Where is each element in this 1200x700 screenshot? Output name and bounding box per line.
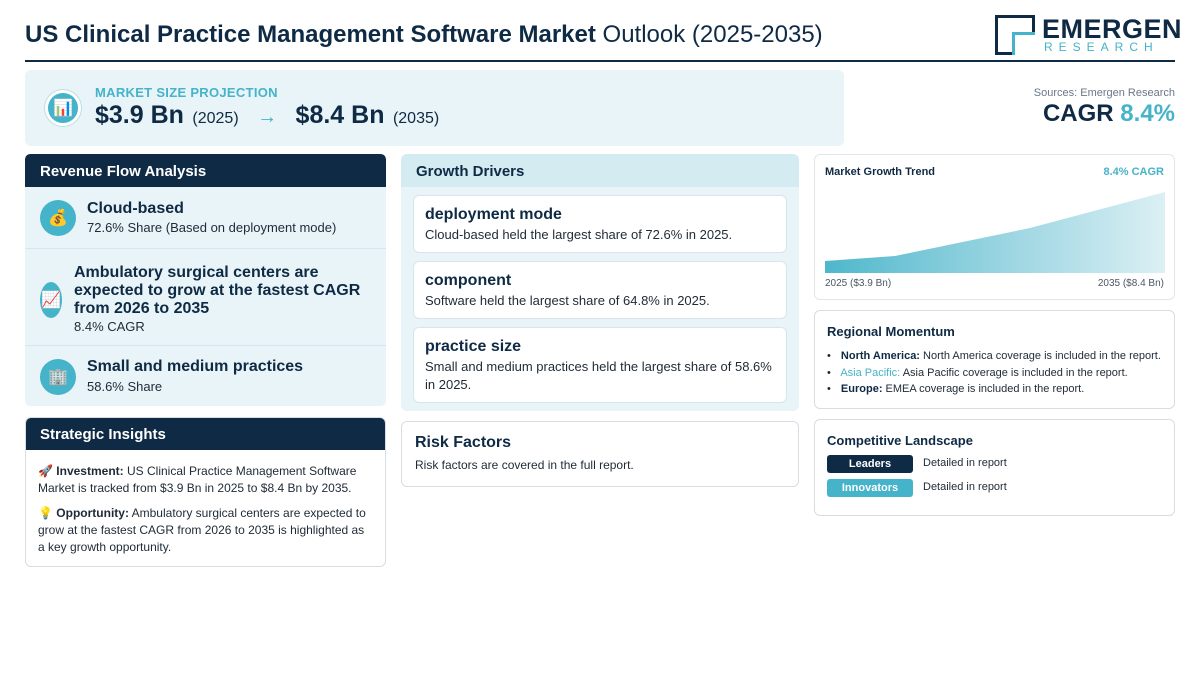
trend-end-label: 2035 ($8.4 Bn) — [1097, 278, 1164, 289]
innovators-badge: Innovators — [827, 479, 913, 497]
lightbulb-icon: 💡 — [38, 506, 53, 520]
region-text: Asia Pacific coverage is included in the… — [902, 366, 1128, 379]
list-item: North America: North America coverage is… — [827, 348, 1161, 365]
revenue-item-sub: 72.6% Share (Based on deployment mode) — [87, 220, 337, 235]
revenue-item-sub: 58.6% Share — [87, 379, 163, 394]
revenue-flow-title: Revenue Flow Analysis — [25, 154, 386, 187]
logo-subtitle: RESEARCH — [1044, 40, 1159, 54]
trend-start-label: 2025 ($3.9 Bn) — [825, 278, 892, 289]
competitive-row-text: Detailed in report — [923, 481, 1007, 493]
cagr-label: CAGR — [1042, 100, 1114, 127]
page-title-bold: US Clinical Practice Management Software… — [25, 21, 596, 48]
rocket-icon: 🚀 — [38, 464, 53, 478]
growth-drivers-panel: Growth Drivers deployment mode Cloud-bas… — [401, 154, 799, 411]
trend-cagr-label: 8.4% CAGR — [1103, 166, 1164, 178]
projection-start-year: (2025) — [192, 110, 239, 127]
page-title-rest: Outlook (2025-2035) — [602, 21, 823, 48]
cagr-percent: 8.4% — [1120, 100, 1175, 127]
projection-values: $3.9 Bn (2025) → $8.4 Bn (2035) — [95, 101, 439, 130]
bar-chart-icon: 📊 — [45, 90, 81, 126]
leaders-badge: Leaders — [827, 455, 913, 473]
trending-up-icon: 📈 — [40, 282, 62, 318]
competitive-row-text: Detailed in report — [923, 457, 1007, 469]
cagr-value: CAGR 8.4% — [1034, 100, 1175, 128]
region-text: EMEA coverage is included in the report. — [885, 383, 1085, 395]
region-name: Asia Pacific: — [840, 366, 901, 379]
growth-drivers-title: Growth Drivers — [401, 154, 799, 187]
revenue-item-title: Cloud-based — [87, 200, 184, 217]
driver-card: component Software held the largest shar… — [413, 261, 787, 319]
risk-factors-desc: Risk factors are covered in the full rep… — [415, 458, 634, 472]
insight-opportunity-text: Ambulatory surgical centers are expected… — [38, 506, 366, 554]
trend-area-chart — [825, 192, 1165, 273]
logo-name: EMERGEN — [1042, 14, 1183, 44]
insight-opportunity-label: Opportunity: — [56, 506, 129, 520]
region-name: North America: — [840, 350, 920, 362]
regional-list: North America: North America coverage is… — [827, 348, 1161, 398]
revenue-item-title: Small and medium practices — [87, 358, 304, 375]
revenue-item: 🏢 Small and medium practices 58.6% Share — [25, 345, 386, 406]
driver-card-title: practice size — [425, 338, 522, 355]
arrow-right-icon: → — [257, 106, 278, 128]
insight-investment-text: US Clinical Practice Management Software… — [38, 464, 357, 495]
revenue-item-title: Ambulatory surgical centers are expected… — [74, 264, 361, 317]
revenue-item-sub: 8.4% CAGR — [74, 319, 145, 334]
money-bag-icon: 💰 — [40, 200, 76, 236]
insight-investment: 🚀 Investment: US Clinical Practice Manag… — [38, 463, 373, 497]
driver-card-desc: Cloud-based held the largest share of 72… — [425, 227, 733, 242]
sources-text: Sources: Emergen Research — [1033, 87, 1175, 99]
insight-investment-label: Investment: — [56, 464, 124, 478]
revenue-item: 📈 Ambulatory surgical centers are expect… — [25, 248, 386, 345]
list-item: Asia Pacific: Asia Pacific coverage is i… — [827, 365, 1161, 382]
logo-mark-icon — [995, 15, 1035, 55]
risk-factors-panel: Risk Factors Risk factors are covered in… — [401, 421, 799, 487]
risk-factors-title: Risk Factors — [415, 434, 512, 451]
projection-end-year: (2035) — [392, 110, 440, 127]
projection-end-value: $8.4 Bn — [295, 101, 385, 129]
trend-title: Market Growth Trend — [825, 166, 936, 178]
building-icon: 🏢 — [40, 359, 76, 395]
strategic-insights-panel: Strategic Insights 🚀 Investment: US Clin… — [25, 417, 386, 567]
page-title: US Clinical Practice Management Software… — [25, 21, 823, 49]
driver-card-title: component — [425, 272, 512, 289]
driver-card: deployment mode Cloud-based held the lar… — [413, 195, 787, 253]
insight-opportunity: 💡 Opportunity: Ambulatory surgical cente… — [38, 505, 373, 556]
driver-card-title: deployment mode — [425, 206, 562, 223]
competitive-landscape-title: Competitive Landscape — [827, 433, 973, 448]
projection-start-value: $3.9 Bn — [95, 101, 184, 129]
projection-label: MARKET SIZE PROJECTION — [95, 85, 278, 100]
list-item: Europe: EMEA coverage is included in the… — [827, 381, 1161, 398]
region-name: Europe: — [840, 383, 883, 395]
market-size-projection: 📊 MARKET SIZE PROJECTION $3.9 Bn (2025) … — [25, 70, 844, 146]
emergen-logo: EMERGEN RESEARCH — [995, 14, 1182, 56]
strategic-insights-title: Strategic Insights — [26, 418, 385, 450]
trend-area-fill — [825, 192, 1165, 273]
market-growth-trend-panel: Market Growth Trend 8.4% CAGR 2025 ($3.9… — [814, 154, 1175, 300]
region-text: North America coverage is included in th… — [923, 350, 1161, 362]
competitive-landscape-panel: Competitive Landscape Leaders Detailed i… — [814, 419, 1175, 516]
driver-card-desc: Software held the largest share of 64.8%… — [425, 293, 710, 308]
revenue-flow-panel: Revenue Flow Analysis 💰 Cloud-based 72.6… — [25, 154, 386, 406]
revenue-item: 💰 Cloud-based 72.6% Share (Based on depl… — [25, 187, 386, 248]
page-header: US Clinical Practice Management Software… — [25, 12, 1182, 62]
driver-card: practice size Small and medium practices… — [413, 327, 787, 403]
regional-momentum-panel: Regional Momentum North America: North A… — [814, 310, 1175, 409]
regional-momentum-title: Regional Momentum — [827, 324, 955, 339]
cagr-summary: Sources: Emergen Research CAGR 8.4% — [1034, 87, 1175, 128]
driver-card-desc: Small and medium practices held the larg… — [425, 359, 772, 392]
